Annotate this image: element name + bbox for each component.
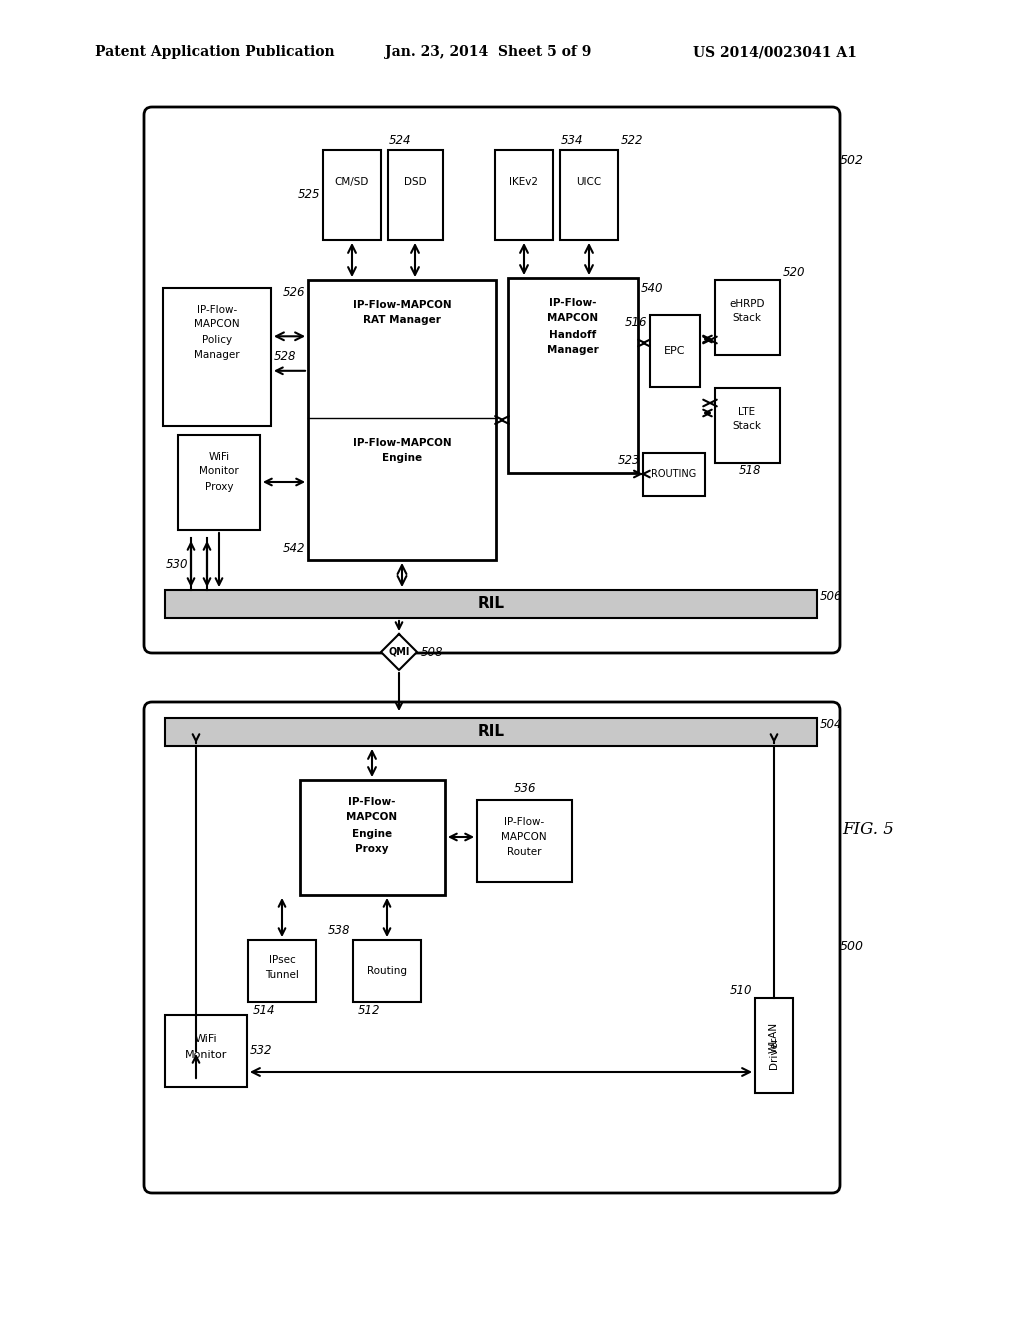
Text: IP-Flow-MAPCON: IP-Flow-MAPCON: [352, 438, 452, 447]
Text: WiFi: WiFi: [209, 451, 229, 462]
Text: 516: 516: [625, 317, 647, 330]
Bar: [323, 150, 381, 240]
Text: Driver: Driver: [769, 1038, 779, 1069]
Text: Routing: Routing: [367, 966, 407, 975]
Text: 500: 500: [840, 940, 864, 953]
FancyBboxPatch shape: [144, 702, 840, 1193]
Text: IPsec: IPsec: [268, 954, 295, 965]
Text: IP-Flow-MAPCON: IP-Flow-MAPCON: [352, 300, 452, 310]
Text: EPC: EPC: [665, 346, 686, 356]
Text: LTE: LTE: [738, 407, 756, 417]
Bar: [165, 718, 817, 746]
Text: 534: 534: [561, 133, 584, 147]
Text: 518: 518: [739, 465, 762, 478]
Text: 536: 536: [514, 781, 537, 795]
Polygon shape: [381, 634, 417, 671]
Text: 523: 523: [617, 454, 640, 467]
Bar: [715, 280, 780, 355]
Text: 504: 504: [820, 718, 843, 730]
Text: IKEv2: IKEv2: [510, 177, 539, 187]
Text: 542: 542: [283, 541, 305, 554]
Text: Manager: Manager: [547, 345, 599, 355]
Bar: [178, 436, 260, 531]
Text: 520: 520: [783, 265, 806, 279]
Text: 502: 502: [840, 153, 864, 166]
Text: Proxy: Proxy: [205, 482, 233, 492]
Text: 538: 538: [328, 924, 350, 936]
Text: Stack: Stack: [732, 313, 762, 323]
Text: Handoff: Handoff: [549, 330, 597, 341]
Text: Proxy: Proxy: [355, 843, 389, 854]
Text: IP-Flow-: IP-Flow-: [549, 298, 597, 308]
Text: IP-Flow-: IP-Flow-: [504, 817, 544, 828]
Bar: [495, 150, 553, 240]
Text: Engine: Engine: [352, 829, 392, 840]
Text: 526: 526: [283, 285, 305, 298]
Bar: [755, 998, 793, 1093]
Bar: [477, 800, 572, 882]
Bar: [388, 150, 443, 240]
Text: ROUTING: ROUTING: [651, 469, 696, 479]
Text: QMI: QMI: [388, 647, 410, 657]
Text: FIG. 5: FIG. 5: [842, 821, 894, 838]
Bar: [163, 288, 271, 426]
Bar: [715, 388, 780, 463]
Text: 540: 540: [641, 281, 664, 294]
Text: 510: 510: [729, 983, 752, 997]
Text: WiFi: WiFi: [195, 1034, 217, 1044]
Bar: [165, 590, 817, 618]
Text: MAPCON: MAPCON: [346, 812, 397, 822]
Text: Router: Router: [507, 847, 542, 857]
Text: Manager: Manager: [195, 350, 240, 360]
Text: Monitor: Monitor: [184, 1049, 227, 1060]
Bar: [508, 279, 638, 473]
Text: RAT Manager: RAT Manager: [364, 315, 441, 325]
Text: 532: 532: [250, 1044, 272, 1057]
Text: 530: 530: [166, 558, 188, 572]
Text: IP-Flow-: IP-Flow-: [348, 797, 395, 807]
Bar: [300, 780, 445, 895]
Text: Monitor: Monitor: [199, 466, 239, 477]
Text: Stack: Stack: [732, 421, 762, 432]
Text: 524: 524: [389, 133, 412, 147]
Text: US 2014/0023041 A1: US 2014/0023041 A1: [693, 45, 857, 59]
Text: 528: 528: [274, 351, 297, 363]
Text: CM/SD: CM/SD: [335, 177, 370, 187]
Text: DSD: DSD: [403, 177, 426, 187]
Text: 525: 525: [298, 189, 319, 202]
Text: Policy: Policy: [202, 335, 232, 345]
Text: RIL: RIL: [477, 725, 505, 739]
Bar: [650, 315, 700, 387]
Bar: [248, 940, 316, 1002]
Text: MAPCON: MAPCON: [548, 313, 599, 323]
FancyBboxPatch shape: [144, 107, 840, 653]
Bar: [165, 1015, 247, 1086]
Text: eHRPD: eHRPD: [729, 300, 765, 309]
Text: Engine: Engine: [382, 453, 422, 463]
Text: IP-Flow-: IP-Flow-: [197, 305, 238, 315]
Text: RIL: RIL: [477, 597, 505, 611]
Text: MAPCON: MAPCON: [501, 832, 547, 842]
Text: 506: 506: [820, 590, 843, 602]
Text: Jan. 23, 2014  Sheet 5 of 9: Jan. 23, 2014 Sheet 5 of 9: [385, 45, 592, 59]
Text: UICC: UICC: [577, 177, 602, 187]
Text: Patent Application Publication: Patent Application Publication: [95, 45, 335, 59]
Text: WLAN: WLAN: [769, 1022, 779, 1052]
Bar: [643, 453, 705, 496]
Text: 512: 512: [358, 1003, 381, 1016]
Text: MAPCON: MAPCON: [195, 319, 240, 329]
Bar: [560, 150, 618, 240]
Text: 522: 522: [621, 133, 643, 147]
Text: 514: 514: [253, 1003, 275, 1016]
Bar: [308, 280, 496, 560]
Text: Tunnel: Tunnel: [265, 970, 299, 979]
Bar: [353, 940, 421, 1002]
Text: 508: 508: [421, 645, 443, 659]
